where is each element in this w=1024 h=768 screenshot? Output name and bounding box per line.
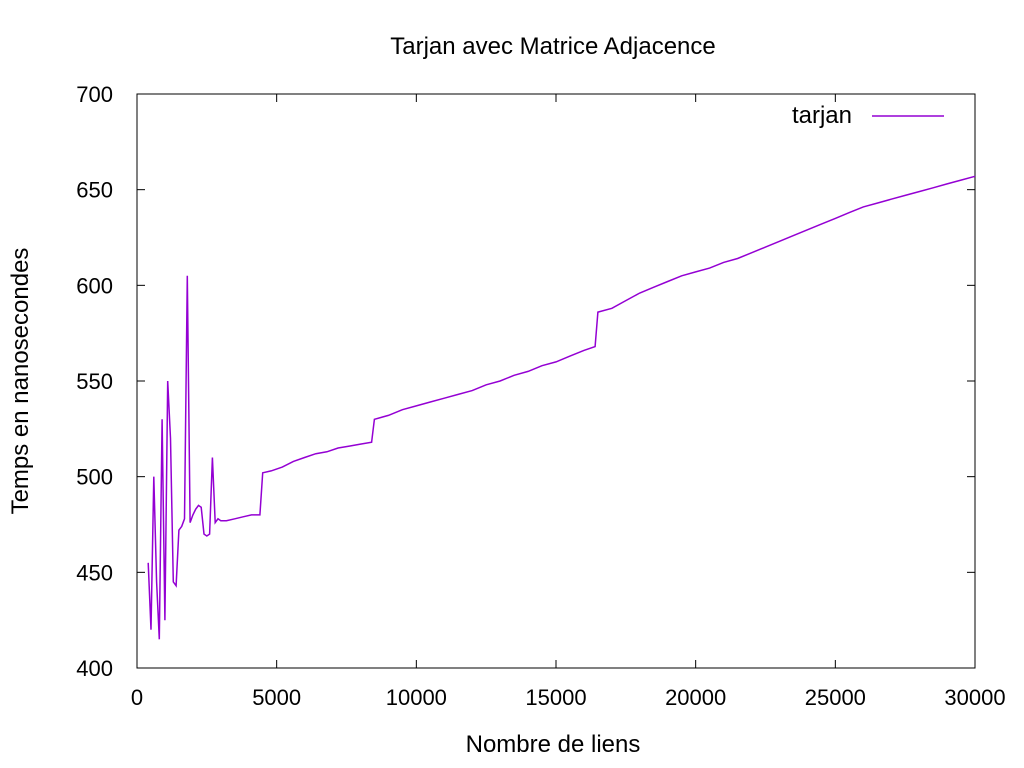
series-group <box>147 175 976 640</box>
y-tick-label: 550 <box>76 369 113 394</box>
legend-series-label: tarjan <box>792 102 852 129</box>
y-tick-label: 650 <box>76 178 113 203</box>
y-tick-label: 600 <box>76 273 113 298</box>
y-tick-label: 700 <box>76 82 113 107</box>
plot-frame <box>136 93 976 669</box>
chart-title: Tarjan avec Matrice Adjacence <box>390 33 716 60</box>
x-tick-label: 10000 <box>386 685 447 710</box>
y-axis-label: Temps en nanosecondes <box>7 248 34 515</box>
y-tick-label: 400 <box>76 656 113 681</box>
x-tick-label: 30000 <box>944 685 1005 710</box>
x-axis-label: Nombre de liens <box>466 731 641 758</box>
x-tick-label: 0 <box>131 685 143 710</box>
y-tick-label: 450 <box>76 560 113 585</box>
x-axis-ticks: 0 5000 10000 15000 20000 25000 30000 <box>131 94 1006 710</box>
x-tick-label: 15000 <box>525 685 586 710</box>
x-tick-label: 20000 <box>665 685 726 710</box>
legend: tarjan <box>792 102 944 129</box>
x-tick-label: 25000 <box>805 685 866 710</box>
y-tick-label: 500 <box>76 465 113 490</box>
x-tick-label: 5000 <box>252 685 301 710</box>
series-line-tarjan <box>147 175 976 640</box>
y-axis-ticks: 400 450 500 550 600 650 700 <box>76 82 975 681</box>
